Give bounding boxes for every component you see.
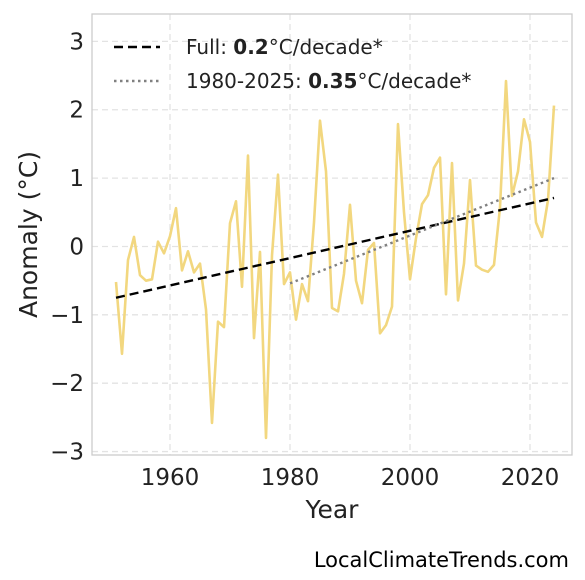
- y-tick-label: 0: [69, 234, 84, 260]
- site-credit: LocalClimateTrends.com: [313, 548, 569, 572]
- x-tick-label: 1960: [141, 465, 200, 491]
- y-tick-label: −3: [50, 440, 84, 466]
- y-tick-label: 2: [69, 98, 84, 124]
- full-trend-line: [115, 196, 555, 299]
- x-tick-label: 2020: [501, 465, 560, 491]
- legend-recent-label: 1980-2025: 0.35°C/decade*: [186, 69, 471, 93]
- x-axis-title: Year: [305, 495, 360, 524]
- anomaly-series-line: [114, 79, 556, 440]
- y-tick-label: 3: [69, 29, 84, 55]
- y-axis-title: Anomaly (°C): [14, 151, 43, 318]
- legend-full-label: Full: 0.2°C/decade*: [186, 35, 383, 59]
- plot-area: [92, 14, 572, 455]
- x-tick-label: 1980: [261, 465, 320, 491]
- y-tick-label: −1: [50, 303, 84, 329]
- x-tick-label: 2000: [381, 465, 440, 491]
- plot-frame: [91, 13, 573, 456]
- y-tick-label: −2: [50, 371, 84, 397]
- y-tick-label: 1: [69, 166, 84, 192]
